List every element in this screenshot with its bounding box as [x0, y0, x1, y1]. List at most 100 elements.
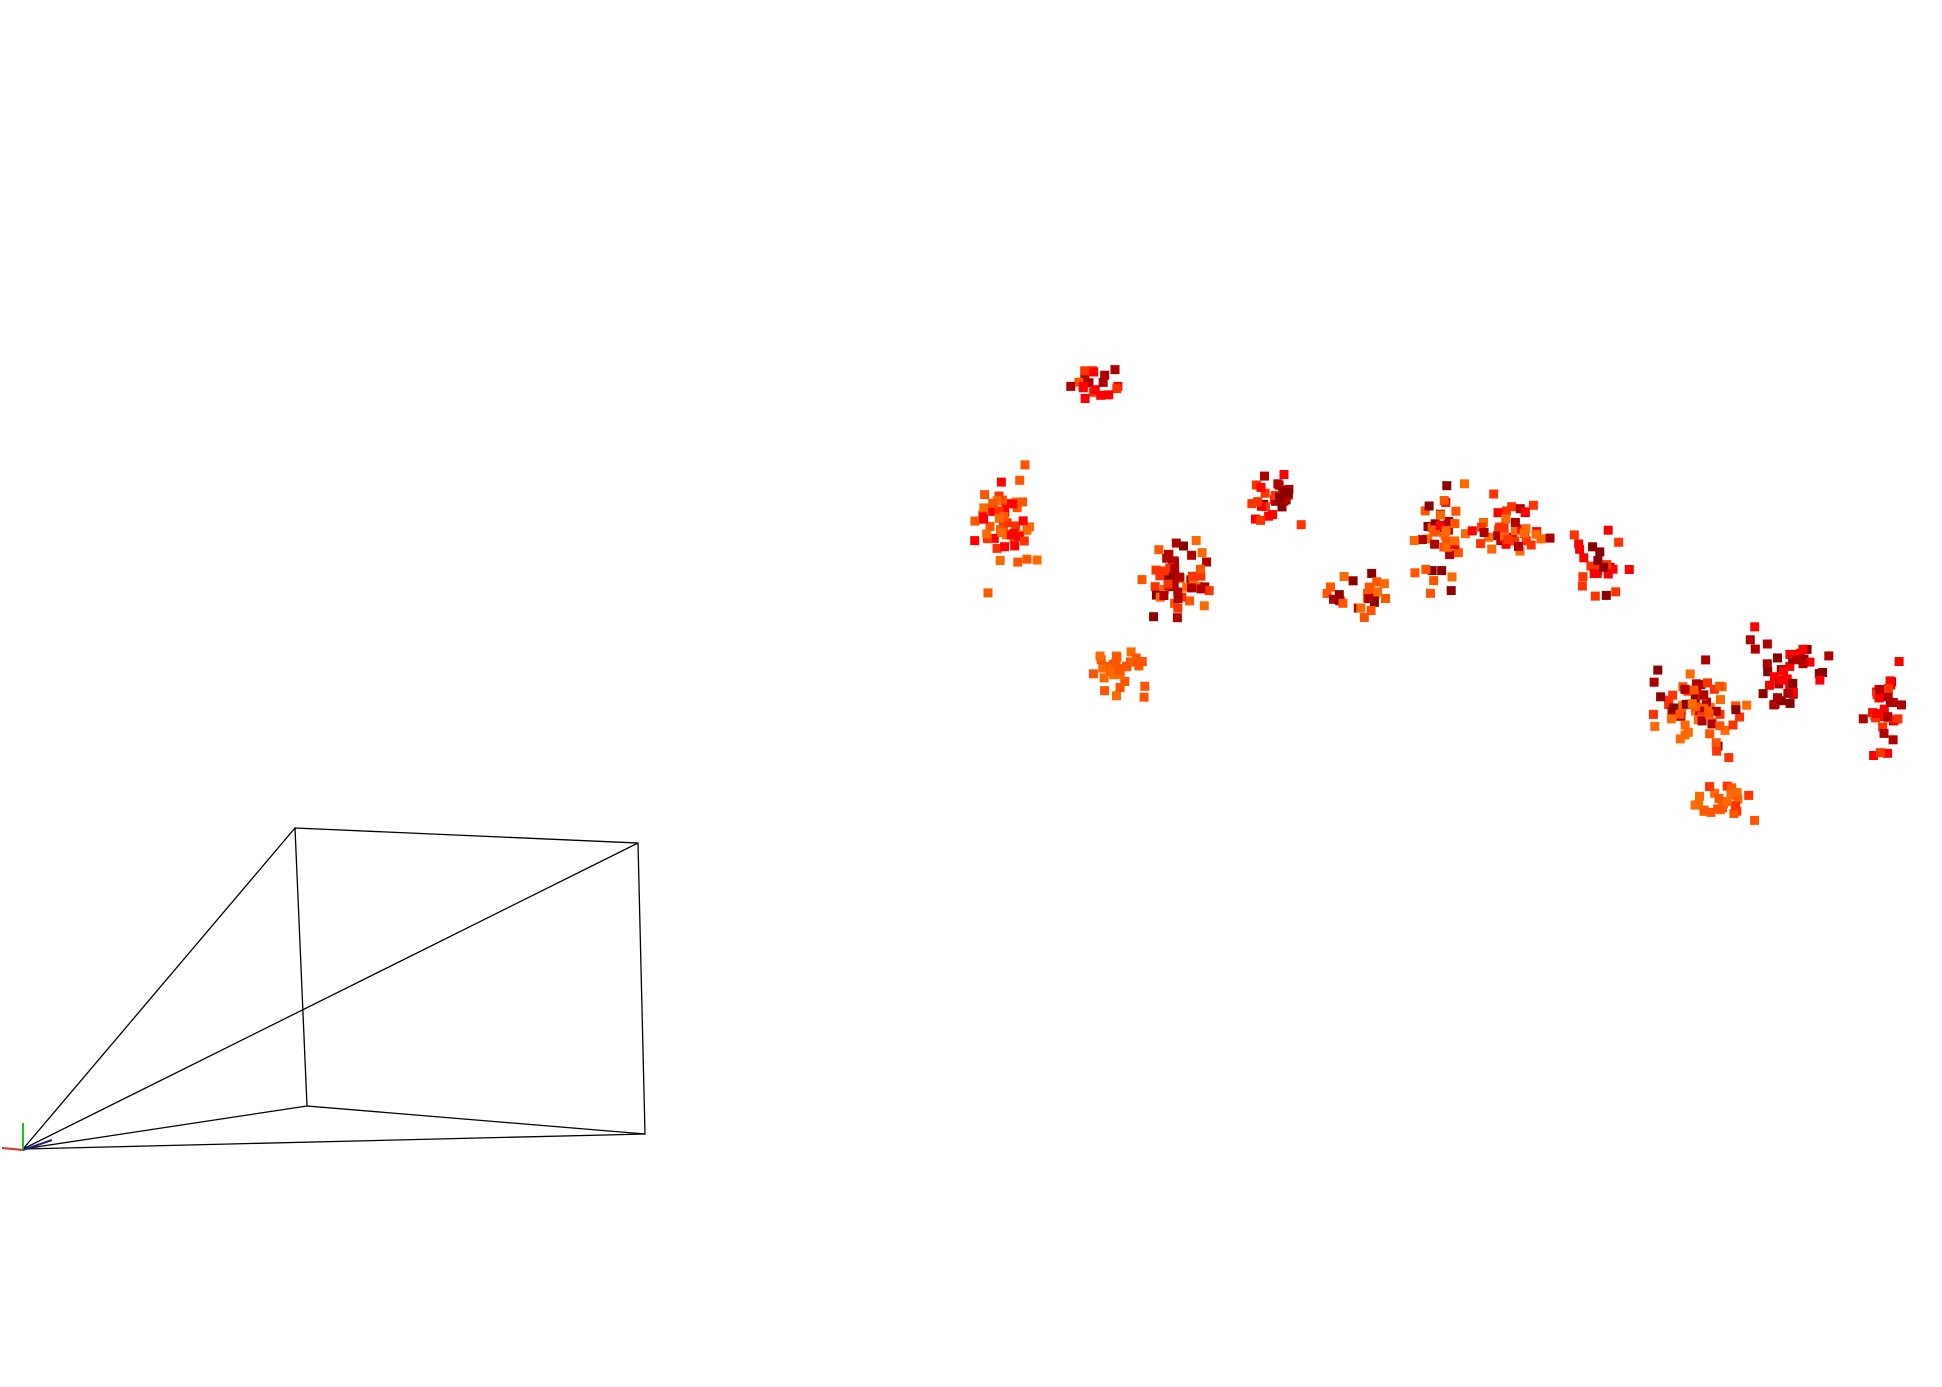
point-marker [1089, 368, 1098, 377]
point-marker [970, 536, 979, 545]
point-marker [1765, 681, 1774, 690]
frustum-edge-top-right [23, 843, 638, 1149]
point-marker [1723, 797, 1732, 806]
point-marker [1729, 721, 1738, 730]
point-marker [1187, 551, 1196, 560]
point-marker [1744, 791, 1753, 800]
point-marker [1546, 534, 1555, 543]
point-marker [1089, 669, 1098, 678]
point-marker [1894, 714, 1903, 723]
point-marker [1859, 714, 1868, 723]
point-marker [1021, 460, 1030, 469]
point-marker [1480, 528, 1489, 537]
point-marker [1442, 481, 1451, 490]
point-marker [1724, 753, 1733, 762]
point-marker [1521, 507, 1530, 516]
point-marker [1033, 556, 1042, 565]
point-marker [1686, 670, 1695, 679]
point-marker [1667, 714, 1676, 723]
point-marker [996, 556, 1005, 565]
point-marker [1783, 689, 1792, 698]
point-marker [1733, 788, 1742, 797]
point-marker [1689, 686, 1698, 695]
point-marker [1676, 734, 1685, 743]
point-marker [1511, 518, 1520, 527]
point-marker [1173, 613, 1182, 622]
point-marker [1188, 572, 1197, 581]
point-marker [1205, 586, 1214, 595]
point-marker [1759, 689, 1768, 698]
point-marker [1451, 507, 1460, 516]
point-marker [1579, 553, 1588, 562]
point-marker [1007, 530, 1016, 539]
point-marker [1750, 816, 1759, 825]
point-marker [1091, 385, 1100, 394]
point-marker [1570, 530, 1579, 539]
point-marker [1429, 576, 1438, 585]
point-marker [1763, 640, 1772, 649]
point-marker [1155, 571, 1164, 580]
point-marker [1164, 550, 1173, 559]
point-marker [1799, 659, 1808, 668]
point-marker [1436, 511, 1445, 520]
point-marker [1532, 530, 1541, 539]
point-marker [1468, 526, 1477, 535]
point-marker [1494, 508, 1503, 517]
point-marker [1500, 523, 1509, 532]
point-marker [1705, 729, 1714, 738]
point-marker [1185, 596, 1194, 605]
point-marker [1114, 665, 1123, 674]
point-marker [1154, 545, 1163, 554]
point-marker [1268, 510, 1277, 519]
point-marker [1418, 535, 1427, 544]
point-marker [1257, 483, 1266, 492]
point-marker [1196, 584, 1205, 593]
point-marker [1430, 540, 1439, 549]
point-marker [1591, 592, 1600, 601]
point-marker [1410, 536, 1419, 545]
point-marker [1196, 565, 1205, 574]
point-marker [1716, 695, 1725, 704]
point-marker [1198, 548, 1207, 557]
point-marker [1751, 645, 1760, 654]
point-marker [1364, 594, 1373, 603]
frustum-image-plane [295, 828, 645, 1134]
point-marker [1656, 692, 1665, 701]
point-marker [1080, 366, 1089, 375]
point-marker [1729, 809, 1738, 818]
point-marker [1349, 576, 1358, 585]
point-marker [1380, 579, 1389, 588]
point-marker [1625, 565, 1634, 574]
point-marker [1425, 502, 1434, 511]
point-marker [1112, 384, 1121, 393]
point-marker [1019, 516, 1028, 525]
point-marker [1503, 535, 1512, 544]
point-marker [1731, 705, 1740, 714]
point-marker [1529, 501, 1538, 510]
point-marker [1649, 710, 1658, 719]
point-marker [1079, 382, 1088, 391]
point-marker [1575, 545, 1584, 554]
point-marker [1356, 604, 1365, 613]
point-marker [1381, 594, 1390, 603]
point-marker [1653, 666, 1662, 675]
point-marker [1280, 470, 1289, 479]
point-marker [1138, 575, 1147, 584]
point-marker [1140, 682, 1149, 691]
point-marker [1100, 673, 1109, 682]
frustum-edge-top-left [23, 828, 295, 1149]
point-marker [1338, 599, 1347, 608]
point-marker [1066, 382, 1075, 391]
point-marker [1340, 572, 1349, 581]
point-marker [1018, 497, 1027, 506]
point-marker [1769, 700, 1778, 709]
point-marker [1694, 800, 1703, 809]
point-marker [1824, 651, 1833, 660]
point-marker [1590, 569, 1599, 578]
point-marker [1096, 652, 1105, 661]
point-marker [1164, 580, 1173, 589]
point-marker [995, 514, 1004, 523]
point-marker [1501, 514, 1510, 523]
